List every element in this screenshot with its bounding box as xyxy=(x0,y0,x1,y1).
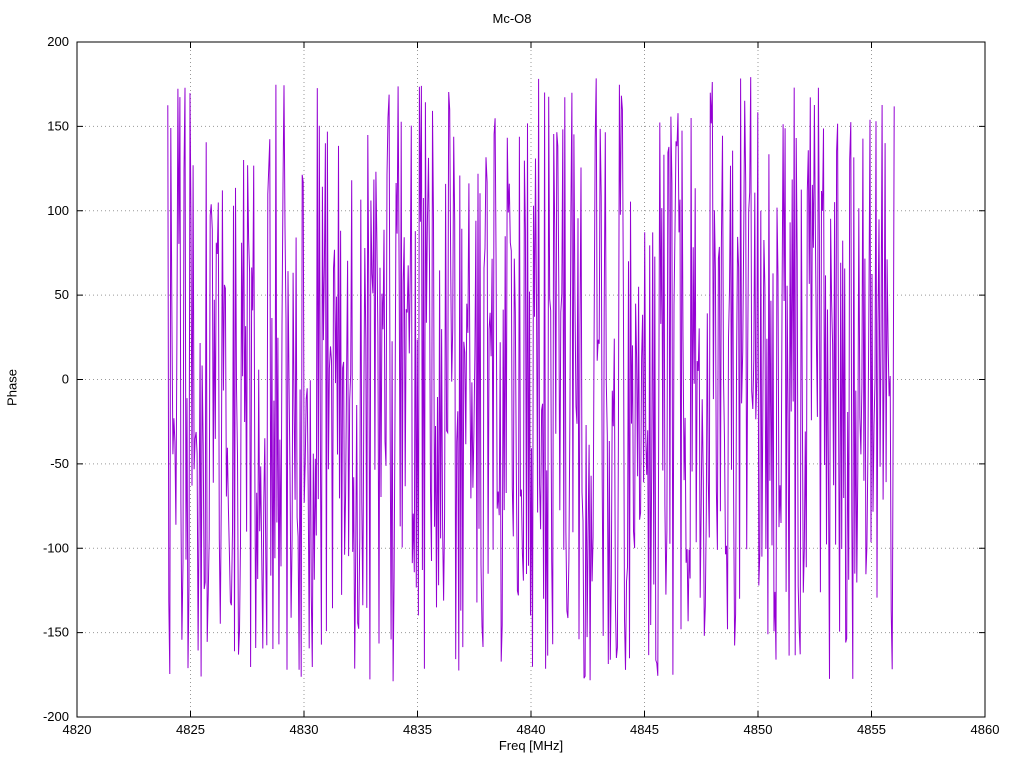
y-tick-label: -100 xyxy=(43,540,69,555)
x-tick-label: 4835 xyxy=(403,722,432,737)
x-tick-label: 4820 xyxy=(63,722,92,737)
x-tick-label: 4845 xyxy=(630,722,659,737)
y-tick-labels: -200 -150 -100 -50 0 50 100 150 200 xyxy=(43,34,69,724)
x-axis-label: Freq [MHz] xyxy=(498,738,564,753)
y-tick-label: 150 xyxy=(47,118,69,133)
y-tick-label: 0 xyxy=(62,372,69,387)
x-tick-label: 4855 xyxy=(857,722,886,737)
plot-border xyxy=(76,41,986,718)
y-tick-label: 200 xyxy=(47,34,69,49)
x-tick-labels: 4820 4825 4830 4835 4840 4845 4850 4855 4860 xyxy=(63,722,1000,737)
y-tick-label: -150 xyxy=(43,625,69,640)
y-tick-label: -200 xyxy=(43,709,69,724)
x-tick-label: 4825 xyxy=(176,722,205,737)
x-tick-label: 4840 xyxy=(517,722,546,737)
x-tick-label: 4850 xyxy=(744,722,773,737)
x-tick-label: 4830 xyxy=(290,722,319,737)
y-tick-label: 50 xyxy=(55,287,69,302)
x-tick-label: 4860 xyxy=(971,722,1000,737)
chart-title: Mc-O8 xyxy=(492,11,532,26)
y-tick-label: -50 xyxy=(50,456,69,471)
y-tick-label: 100 xyxy=(47,203,69,218)
phase-trace xyxy=(167,77,895,682)
